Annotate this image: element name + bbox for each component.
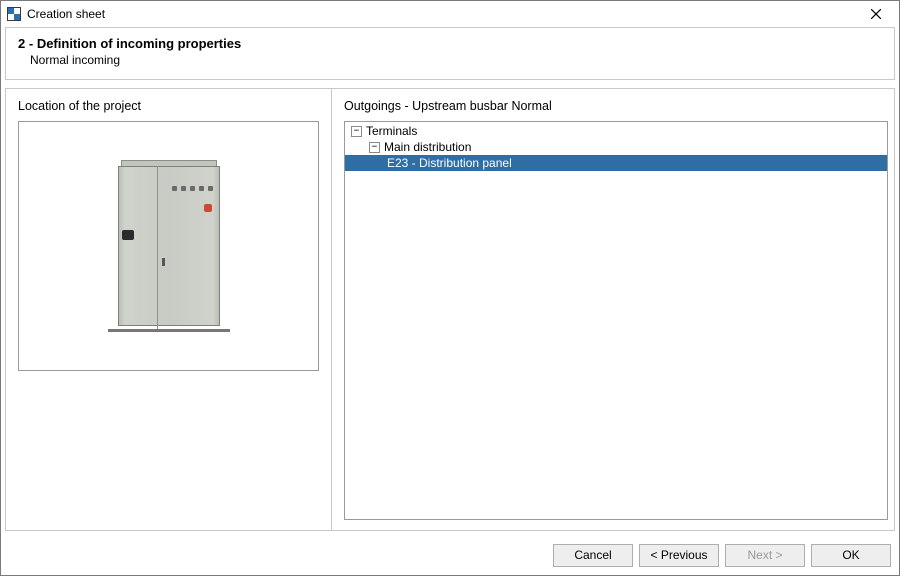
next-button: Next >	[725, 544, 805, 567]
tree-row[interactable]: − Terminals	[345, 123, 887, 139]
tree-row-selected[interactable]: E23 - Distribution panel	[345, 155, 887, 171]
step-subtitle: Normal incoming	[30, 53, 882, 67]
close-icon	[871, 6, 881, 22]
tree-item-label: E23 - Distribution panel	[387, 156, 512, 170]
cancel-button[interactable]: Cancel	[553, 544, 633, 567]
step-number: 2	[18, 36, 25, 51]
location-panel: Location of the project	[6, 89, 331, 530]
location-label: Location of the project	[18, 99, 319, 113]
cabinet-control-icon	[199, 186, 204, 191]
close-button[interactable]	[859, 3, 893, 25]
tree-item-label: Terminals	[366, 124, 417, 138]
outgoings-tree[interactable]: − Terminals − Main distribution E23 - Di…	[344, 121, 888, 520]
titlebar: Creation sheet	[1, 1, 899, 27]
dialog-window: Creation sheet 2 - Definition of incomin…	[0, 0, 900, 576]
cabinet-control-icon	[208, 186, 213, 191]
window-title: Creation sheet	[27, 7, 859, 21]
ok-button[interactable]: OK	[811, 544, 891, 567]
expander-icon[interactable]: −	[369, 142, 380, 153]
step-title: 2 - Definition of incoming properties	[18, 36, 882, 51]
cabinet-controls	[172, 180, 214, 196]
cabinet-floor	[108, 329, 230, 332]
cabinet-handle-icon	[122, 230, 134, 240]
step-title-text: Definition of incoming properties	[37, 36, 241, 51]
footer: Cancel < Previous Next > OK	[1, 535, 899, 575]
cabinet-control-icon	[190, 186, 195, 191]
outgoings-label: Outgoings - Upstream busbar Normal	[344, 99, 888, 113]
outgoings-panel: Outgoings - Upstream busbar Normal − Ter…	[331, 89, 894, 530]
cabinet-keyhole-icon	[162, 258, 165, 266]
tree-row[interactable]: − Main distribution	[345, 139, 887, 155]
location-image-box	[18, 121, 319, 371]
app-icon	[7, 7, 21, 21]
step-header: 2 - Definition of incoming properties No…	[5, 27, 895, 80]
expander-icon[interactable]: −	[351, 126, 362, 137]
tree-item-label: Main distribution	[384, 140, 471, 154]
cabinet-illustration	[118, 160, 220, 332]
cabinet-control-icon	[172, 186, 177, 191]
previous-button[interactable]: < Previous	[639, 544, 719, 567]
content-area: Location of the project	[5, 88, 895, 531]
cabinet-seam	[157, 166, 158, 332]
cabinet-indicator-icon	[204, 204, 212, 212]
cabinet-control-icon	[181, 186, 186, 191]
